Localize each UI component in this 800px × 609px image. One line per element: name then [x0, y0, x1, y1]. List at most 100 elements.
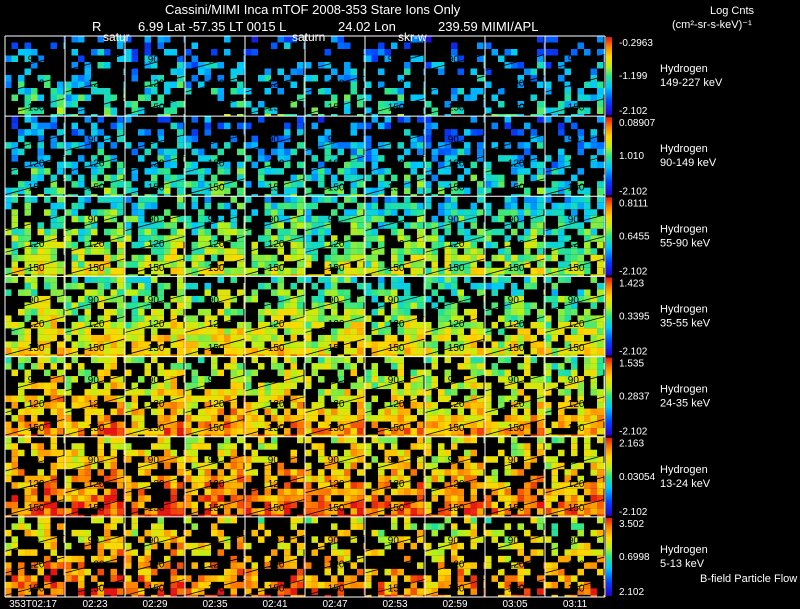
time-tick-label: 353T02:17 [9, 599, 57, 609]
heatmap-panel [65, 196, 125, 277]
contour-label: 120 [508, 479, 525, 490]
contour-label: 150 [88, 183, 105, 194]
time-tick-label: 02:29 [142, 599, 167, 609]
contour-label: 90 [448, 54, 460, 65]
contour-label: 90 [568, 455, 580, 466]
heatmap-panel [425, 276, 485, 357]
contour-label: 120 [388, 399, 405, 410]
contour-label: 90 [208, 375, 220, 386]
contour-lines [544, 294, 606, 356]
contour-label: 90 [448, 215, 460, 226]
colorbar [606, 517, 612, 596]
contour-lines [184, 374, 246, 436]
contour-label: 150 [148, 343, 165, 354]
contour-label: 90 [328, 535, 340, 546]
contour-label: 150 [568, 183, 585, 194]
contour-label: 90 [388, 135, 400, 146]
contour-lines [484, 294, 546, 356]
contour-label: 120 [448, 78, 465, 89]
time-tick-label: 02:23 [82, 599, 107, 609]
contour-label: 90 [388, 215, 400, 226]
heatmap-panel [125, 36, 185, 117]
time-tick-label: 02:47 [322, 599, 347, 609]
contour-label: 90 [568, 375, 580, 386]
heatmap-panel [245, 356, 305, 437]
colorbar-min-label: -2.102 [619, 186, 648, 197]
contour-label: 150 [208, 583, 225, 594]
contour-label: 120 [328, 159, 345, 170]
contour-lines [424, 454, 486, 516]
colorbar-max-label: 1.535 [619, 359, 644, 370]
contour-label: 120 [268, 399, 285, 410]
contour-label: 150 [508, 183, 525, 194]
contour-label: 150 [268, 103, 285, 114]
heatmap-panel [125, 116, 185, 197]
heatmap-panel [185, 276, 245, 357]
contour-label: 150 [568, 263, 585, 274]
contour-lines [124, 534, 186, 596]
colorbar-mid-label: 0.6998 [619, 552, 650, 563]
contour-label: 120 [28, 559, 45, 570]
contour-lines [424, 54, 486, 115]
contour-label: 150 [28, 503, 45, 514]
colorbar [606, 277, 612, 356]
contour-label: 120 [448, 399, 465, 410]
heatmap-panel [5, 116, 65, 197]
contour-label: 120 [448, 159, 465, 170]
heatmap-panel [185, 436, 245, 517]
contour-label: 120 [208, 559, 225, 570]
contour-label: 90 [268, 135, 280, 146]
heatmap-panel [5, 36, 65, 117]
contour-label: 90 [568, 135, 580, 146]
heatmap-panel [5, 276, 65, 357]
contour-label: 150 [328, 343, 345, 354]
contour-lines [544, 54, 606, 115]
contour-lines [64, 54, 126, 115]
contour-label: 150 [388, 103, 405, 114]
contour-lines [64, 454, 126, 516]
contour-label: 150 [328, 503, 345, 514]
contour-label: 90 [148, 295, 160, 306]
contour-label: 120 [268, 559, 285, 570]
contour-label: 90 [508, 135, 520, 146]
contour-label: 90 [268, 295, 280, 306]
event-marker-label: saturn [292, 30, 325, 44]
contour-label: 120 [28, 159, 45, 170]
contour-lines [544, 534, 606, 596]
contour-label: 150 [208, 183, 225, 194]
contour-label: 120 [88, 78, 105, 89]
contour-label: 150 [328, 183, 345, 194]
heatmap-panel [305, 196, 365, 277]
contour-label: 150 [88, 583, 105, 594]
contour-label: 120 [448, 319, 465, 330]
colorbar-max-label: 0.08907 [619, 118, 656, 129]
units-label: (cm²-sr-s-keV)⁻¹ [672, 19, 752, 31]
species-label: Hydrogen [660, 384, 708, 396]
contour-lines [484, 534, 546, 596]
contour-label: 120 [208, 479, 225, 490]
mimi-apl-readout: 239.59 MIMI/APL [438, 19, 539, 34]
heatmap-panel [125, 276, 185, 357]
contour-label: 90 [28, 215, 40, 226]
contour-label: 120 [208, 239, 225, 250]
heatmap-panel [65, 116, 125, 197]
contour-label: 120 [448, 559, 465, 570]
contour-label: 150 [148, 183, 165, 194]
contour-lines [184, 454, 246, 516]
contour-label: 150 [448, 503, 465, 514]
species-label: Hydrogen [660, 464, 708, 476]
time-tick-label: 02:41 [262, 599, 287, 609]
lon-readout: 24.02 Lon [338, 19, 396, 34]
contour-lines [64, 294, 126, 356]
contour-label: 150 [148, 103, 165, 114]
contour-label: 90 [208, 535, 220, 546]
contour-lines [544, 374, 606, 436]
contour-lines [124, 294, 186, 356]
contour-label: 120 [28, 399, 45, 410]
contour-label: 150 [148, 503, 165, 514]
time-tick-label: 03:11 [563, 599, 588, 609]
contour-label: 90 [388, 54, 400, 65]
contour-label: 120 [568, 78, 585, 89]
contour-label: 150 [268, 583, 285, 594]
